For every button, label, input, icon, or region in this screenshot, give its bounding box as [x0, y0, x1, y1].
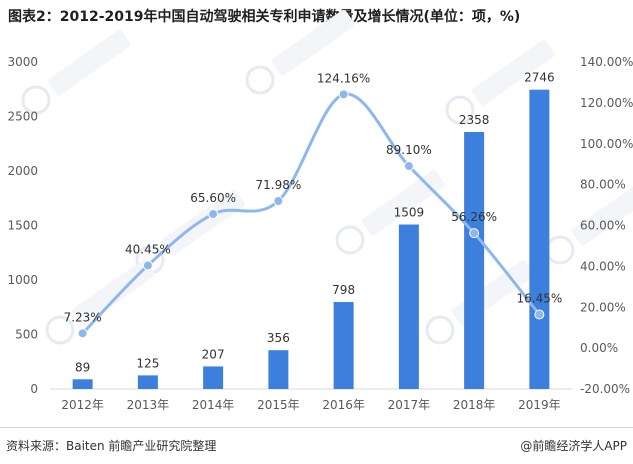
growth-value-label: 7.23%: [64, 310, 102, 324]
x-tick-label: 2015年: [257, 398, 300, 412]
growth-point: [403, 161, 414, 172]
bar-value-label: 125: [136, 356, 159, 370]
left-axis: 0 500 1000 1500 2000 2500 3000: [7, 55, 38, 396]
watermark-band: [361, 169, 445, 236]
brand-credit: @前瞻经济学人APP: [520, 439, 627, 453]
bar: [203, 366, 224, 389]
growth-point: [142, 260, 153, 271]
bar-series: [72, 89, 550, 389]
growth-value-label: 16.45%: [516, 292, 562, 306]
watermark-logo: [335, 225, 365, 255]
bar-value-label: 798: [332, 283, 355, 297]
bar: [72, 379, 93, 389]
watermark-logo: [445, 95, 475, 125]
footer-divider: [0, 427, 633, 428]
bar: [464, 131, 485, 389]
right-axis: -20.00% 0.00% 20.00% 40.00% 60.00% 80.00% 100.…: [580, 55, 633, 396]
bar: [398, 224, 419, 389]
watermark-logo: [245, 65, 275, 95]
right-tick-label: 120.00%: [580, 96, 633, 110]
bar-value-label: 2746: [524, 71, 555, 85]
watermark-logo: [45, 315, 75, 345]
watermark-logo: [21, 85, 51, 115]
left-tick-label: 0: [30, 382, 38, 396]
growth-value-label: 71.98%: [255, 178, 301, 192]
bar: [268, 350, 289, 389]
growth-value-labels: 7.23% 40.45% 65.60% 71.98% 124.16% 89.10% 56.2…: [64, 71, 563, 324]
growth-line-series: [77, 89, 545, 339]
left-tick-label: 500: [15, 328, 38, 342]
right-tick-label: 60.00%: [580, 219, 626, 233]
bar-value-label: 356: [267, 331, 290, 345]
right-tick-label: 80.00%: [580, 178, 626, 192]
right-tick-label: 20.00%: [580, 300, 626, 314]
combo-chart: 0 500 1000 1500 2000 2500 3000 -20.00% 0.00% 20.…: [7, 9, 633, 412]
growth-point: [77, 328, 88, 339]
growth-value-label: 56.26%: [451, 210, 497, 224]
watermark-band: [271, 9, 355, 76]
watermark-band: [471, 39, 555, 106]
bar-value-label: 207: [202, 347, 225, 361]
x-tick-label: 2016年: [322, 398, 365, 412]
growth-point: [534, 309, 545, 320]
bar: [333, 302, 354, 389]
growth-line: [81, 92, 541, 335]
growth-point: [338, 89, 349, 100]
x-tick-label: 2013年: [127, 398, 170, 412]
watermark-band: [571, 179, 633, 246]
left-tick-label: 1500: [7, 219, 38, 233]
source-note: 资料来源：Baiten 前瞻产业研究院整理: [6, 439, 217, 453]
growth-value-label: 124.16%: [317, 71, 370, 85]
left-tick-label: 2000: [7, 164, 38, 178]
growth-value-label: 65.60%: [190, 191, 236, 205]
x-tick-label: 2012年: [61, 398, 104, 412]
right-tick-label: 40.00%: [580, 259, 626, 273]
watermark-logo: [545, 235, 575, 265]
growth-point: [208, 209, 219, 220]
bar-value-label: 2358: [459, 113, 490, 127]
bar-value-label: 1509: [394, 206, 425, 220]
x-axis: 2012年 2013年 2014年 2015年 2016年 2017年 2018年 2019年: [61, 398, 560, 412]
growth-point: [273, 196, 284, 207]
left-tick-label: 3000: [7, 55, 38, 69]
bar: [137, 375, 158, 389]
bar-value-labels: 89 125 207 356 798 1509 2358 2746: [75, 71, 555, 375]
right-tick-label: -20.00%: [580, 382, 630, 396]
right-tick-label: 0.00%: [580, 341, 618, 355]
watermark-band: [161, 189, 245, 256]
x-tick-label: 2017年: [388, 398, 431, 412]
footer: 资料来源：Baiten 前瞻产业研究院整理 @前瞻经济学人APP: [0, 427, 633, 464]
growth-point: [469, 228, 480, 239]
growth-value-label: 89.10%: [386, 143, 432, 157]
left-tick-label: 1000: [7, 273, 38, 287]
x-tick-label: 2014年: [192, 398, 235, 412]
bar-value-label: 89: [75, 360, 90, 374]
chart-title: 图表2：2012-2019年中国自动驾驶相关专利申请数量及增长情况(单位：项，%…: [8, 9, 521, 25]
watermark-logo: [425, 315, 455, 345]
left-tick-label: 2500: [7, 110, 38, 124]
bar: [529, 89, 550, 389]
x-tick-label: 2018年: [453, 398, 496, 412]
watermark-band: [47, 29, 131, 96]
right-tick-label: 100.00%: [580, 137, 633, 151]
right-tick-label: 140.00%: [580, 55, 633, 69]
watermark-band: [71, 259, 155, 326]
watermark-group: [21, 9, 633, 345]
growth-value-label: 40.45%: [125, 242, 171, 256]
x-tick-label: 2019年: [518, 398, 561, 412]
